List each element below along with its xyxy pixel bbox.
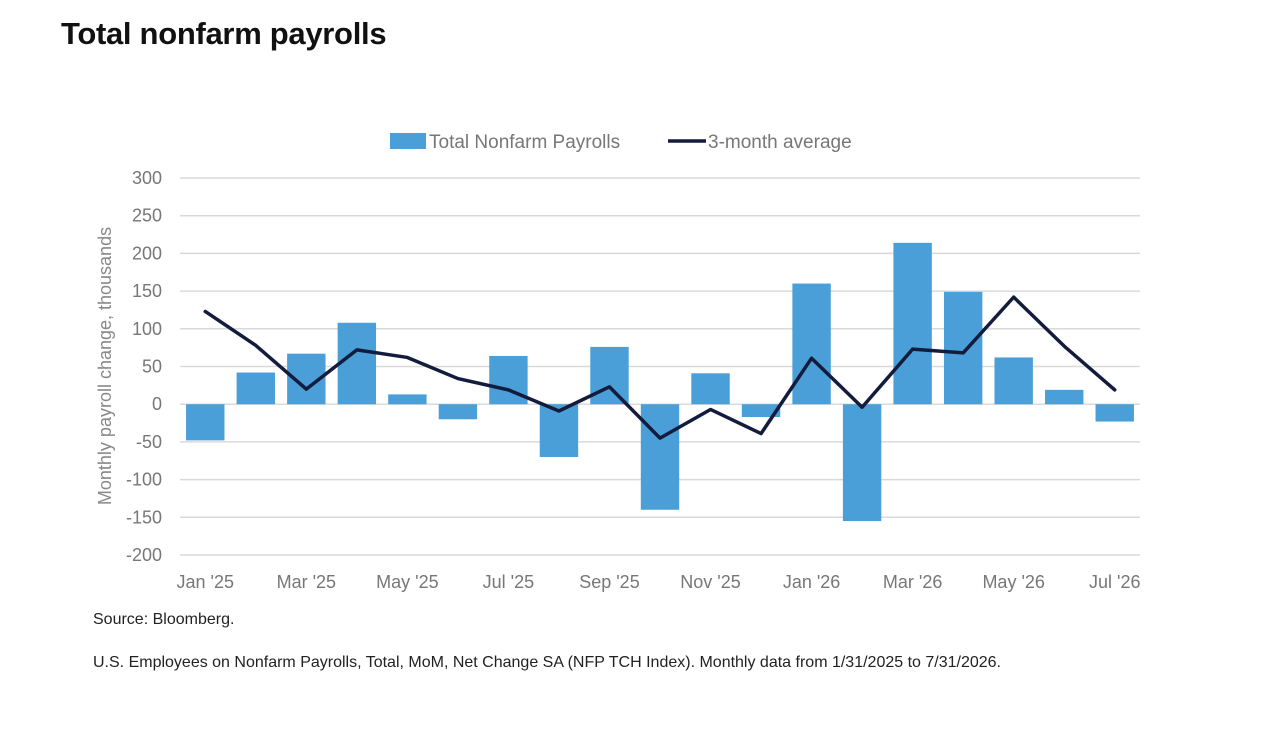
bar [539, 404, 579, 457]
y-tick-label: 50 [142, 357, 162, 377]
bar [640, 404, 680, 510]
y-tick-label: 150 [132, 281, 162, 301]
bar [893, 242, 932, 405]
bar [388, 394, 427, 405]
x-tick-label: Sep '25 [579, 572, 640, 592]
y-tick-label: 0 [152, 394, 162, 414]
page-title: Total nonfarm payrolls [61, 16, 387, 51]
bar [943, 291, 983, 405]
bar [842, 404, 882, 522]
bar [236, 372, 275, 405]
bar [590, 346, 629, 405]
bar [438, 404, 478, 420]
y-tick-label: -100 [126, 470, 162, 490]
y-axis-ticks: 300 250 200 150 100 50 0 -50 -100 -150 -200 [126, 168, 162, 565]
y-tick-label: 100 [132, 319, 162, 339]
x-tick-label: Jan '25 [177, 572, 234, 592]
x-axis-ticks: Jan '25 Mar '25 May '25 Jul '25 Sep '25 Nov '… [177, 572, 1141, 592]
y-tick-label: 300 [132, 168, 162, 188]
data-description: U.S. Employees on Nonfarm Payrolls, Tota… [93, 654, 1001, 671]
bar [337, 322, 377, 405]
y-axis-title: Monthly payroll change, thousands [95, 227, 115, 505]
average-line [203, 295, 1117, 440]
x-tick-label: May '26 [982, 572, 1044, 592]
legend-bar-swatch [390, 133, 426, 149]
bar [1045, 389, 1084, 405]
x-tick-label: Jul '26 [1089, 572, 1140, 592]
line-series [203, 295, 1117, 440]
y-tick-label: 200 [132, 243, 162, 263]
bar [994, 357, 1033, 405]
y-tick-label: 250 [132, 206, 162, 226]
legend: Total Nonfarm Payrolls 3-month average [390, 132, 852, 153]
legend-line-label: 3-month average [708, 132, 852, 153]
x-tick-label: May '25 [376, 572, 438, 592]
x-tick-label: Nov '25 [680, 572, 740, 592]
x-tick-label: Jan '26 [783, 572, 840, 592]
bar [1095, 404, 1134, 422]
x-tick-label: Jul '25 [483, 572, 534, 592]
y-tick-label: -200 [126, 545, 162, 565]
source-note: Source: Bloomberg. [93, 611, 235, 628]
bar-series [186, 242, 1134, 522]
y-tick-label: -50 [136, 432, 162, 452]
bar [792, 283, 831, 405]
grid [180, 177, 1140, 556]
chart: 300 250 200 150 100 50 0 -50 -100 -150 -200 Jan '2… [95, 132, 1141, 592]
bar [741, 404, 781, 418]
bar [691, 373, 730, 405]
legend-bar-label: Total Nonfarm Payrolls [429, 132, 620, 153]
x-tick-label: Mar '26 [883, 572, 942, 592]
x-tick-label: Mar '25 [277, 572, 336, 592]
y-tick-label: -150 [126, 507, 162, 527]
bar [186, 404, 225, 441]
